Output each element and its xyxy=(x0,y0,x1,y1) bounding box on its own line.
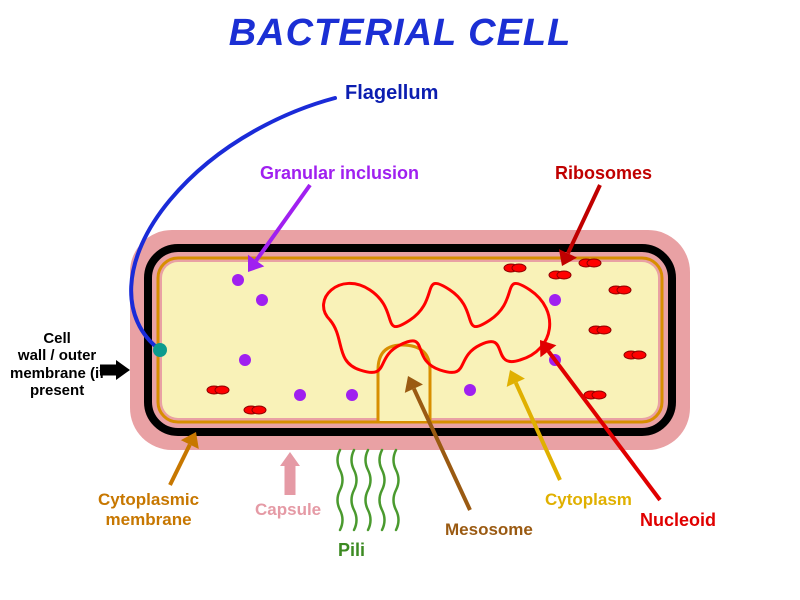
ribosome xyxy=(549,271,571,279)
label-flagellum: Flagellum xyxy=(345,82,438,105)
pilus xyxy=(366,450,371,530)
granule xyxy=(232,274,244,286)
granule xyxy=(549,294,561,306)
ribosome xyxy=(207,386,229,394)
label-cellwall: Cell wall / outer membrane (if present xyxy=(10,330,104,399)
ribosome xyxy=(244,406,266,414)
label-cytoplasm: Cytoplasm xyxy=(545,490,632,510)
granule xyxy=(256,294,268,306)
pilus xyxy=(338,450,343,530)
label-nucleoid: Nucleoid xyxy=(640,510,716,531)
ribosome xyxy=(589,326,611,334)
pilus xyxy=(352,450,357,530)
granule xyxy=(346,389,358,401)
granule xyxy=(464,384,476,396)
flagellum-base xyxy=(153,343,167,357)
label-pili: Pili xyxy=(338,540,365,561)
diagram-stage: { "title": { "text": "BACTERIAL CELL", "… xyxy=(0,0,800,600)
label-ribosomes: Ribosomes xyxy=(555,163,652,184)
ribosome xyxy=(584,391,606,399)
label-cytoplasmic-membrane: Cytoplasmic membrane xyxy=(98,490,199,529)
label-mesosome: Mesosome xyxy=(445,520,533,540)
ribosome xyxy=(609,286,631,294)
label-granular: Granular inclusion xyxy=(260,163,419,184)
label-capsule: Capsule xyxy=(255,500,321,520)
ribosome xyxy=(504,264,526,272)
granule xyxy=(239,354,251,366)
ribosome xyxy=(579,259,601,267)
granule xyxy=(294,389,306,401)
pilus xyxy=(394,450,399,530)
ribosome xyxy=(624,351,646,359)
pili-group xyxy=(338,450,399,530)
pilus xyxy=(380,450,385,530)
